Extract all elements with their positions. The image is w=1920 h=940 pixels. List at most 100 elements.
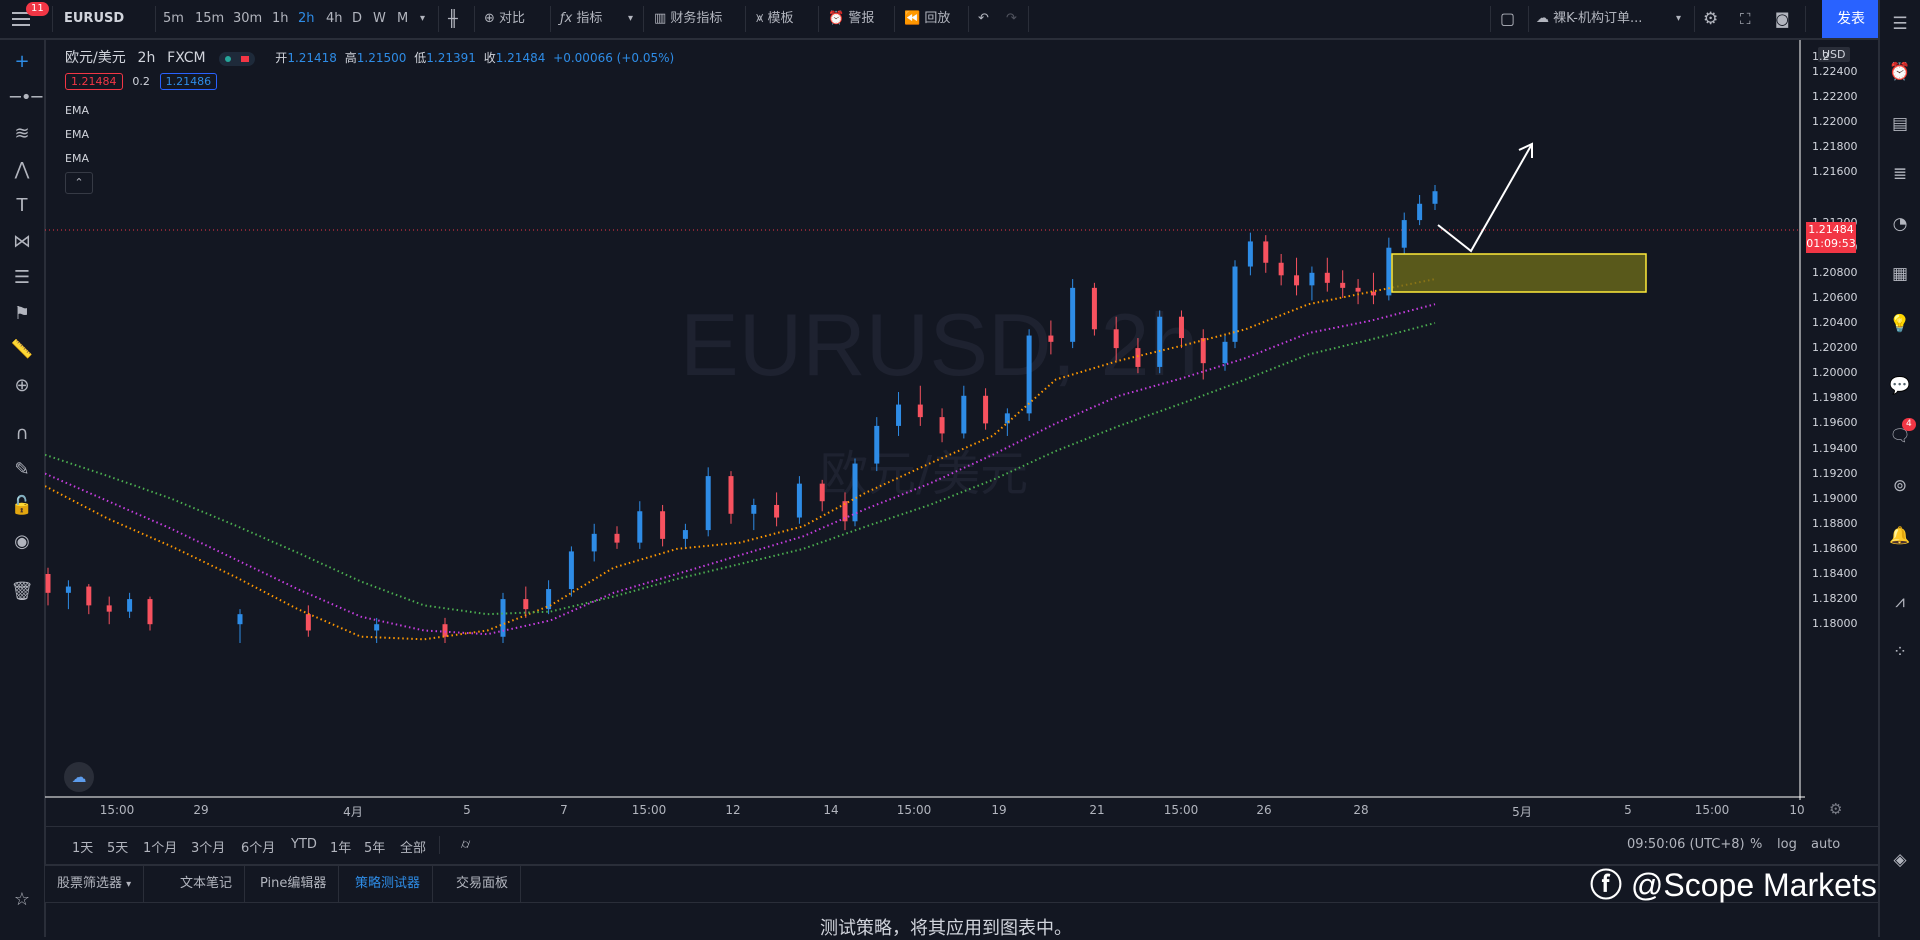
symbol-search-button[interactable]: EURUSD: [64, 11, 125, 26]
alarm-clock-icon[interactable]: ⏰: [1889, 62, 1911, 82]
financials-button[interactable]: ▥ 财务指标: [654, 0, 722, 38]
range-1y[interactable]: 1年: [330, 841, 352, 856]
candle-body: [842, 501, 848, 522]
fullscreen-icon[interactable]: ⛶: [1740, 10, 1751, 28]
trend-line-icon[interactable]: ─•─: [10, 87, 43, 108]
xabcd-pattern-icon[interactable]: ⋈: [13, 231, 31, 252]
crosshair-icon[interactable]: +: [14, 51, 30, 72]
undo-icon[interactable]: ↶: [978, 11, 989, 26]
candle-style-icon[interactable]: ╫: [448, 9, 458, 28]
candle-body: [1386, 247, 1392, 296]
dom-icon[interactable]: ⁘: [1892, 642, 1908, 662]
range-6m[interactable]: 6个月: [241, 841, 276, 856]
trading-icon[interactable]: ⩘: [1895, 592, 1905, 612]
indicator-ema-1[interactable]: EMA: [65, 104, 89, 117]
indicators-button[interactable]: ƒx 指标: [560, 0, 602, 38]
data-window-icon[interactable]: ≣: [1892, 164, 1908, 184]
clock-display[interactable]: 09:50:06 (UTC+8): [1627, 837, 1745, 852]
forecast-arrow[interactable]: [1437, 143, 1533, 253]
ruler-icon[interactable]: 📏: [10, 339, 34, 360]
currency-label[interactable]: USD: [1818, 47, 1850, 62]
trash-icon[interactable]: 🗑: [10, 581, 34, 602]
ideas-icon[interactable]: 💡: [1889, 314, 1911, 334]
chevron-down-icon[interactable]: ▾: [420, 13, 426, 24]
buy-price[interactable]: 1.21486: [159, 73, 218, 90]
interval-d[interactable]: D: [352, 11, 363, 26]
watchlist-icon[interactable]: ☰: [1892, 14, 1908, 34]
range-3m[interactable]: 3个月: [191, 841, 226, 856]
candle-body: [751, 504, 757, 514]
layout-name-button[interactable]: ☁ 裸K-机构订单...: [1536, 0, 1642, 38]
messages-icon[interactable]: 🗨 4: [1888, 418, 1916, 448]
interval-4h[interactable]: 4h: [326, 11, 343, 26]
prediction-tool-icon[interactable]: ☰: [13, 267, 31, 288]
notifications-icon[interactable]: 🔔: [1889, 526, 1911, 546]
range-1m[interactable]: 1个月: [143, 841, 178, 856]
range-ytd[interactable]: YTD: [291, 837, 317, 852]
tab-pine-editor[interactable]: Pine编辑器: [248, 866, 340, 902]
tab-text-notes[interactable]: 文本笔记: [168, 866, 246, 902]
icons-tool-icon[interactable]: ⚑: [13, 303, 31, 324]
notification-badge: 11: [26, 2, 49, 16]
compare-button[interactable]: ⊕ 对比: [484, 0, 525, 38]
redo-icon[interactable]: ↷: [1006, 11, 1017, 26]
text-tool-icon[interactable]: T: [16, 195, 28, 216]
range-all[interactable]: 全部: [400, 841, 427, 856]
fib-tool-icon[interactable]: ≋: [14, 123, 30, 144]
tab-stock-screener[interactable]: 股票筛选器 ▾: [45, 866, 145, 902]
collapse-legend-icon[interactable]: ⌃: [65, 172, 93, 194]
chevron-down-icon[interactable]: ▾: [1676, 13, 1682, 24]
interval-m[interactable]: M: [397, 11, 409, 26]
hotlist-icon[interactable]: ◔: [1892, 214, 1908, 234]
replay-button[interactable]: ⏪ 回放: [904, 0, 950, 38]
lock-icon[interactable]: 🔓: [10, 495, 34, 516]
camera-icon[interactable]: ◙: [1775, 10, 1790, 28]
interval-2h[interactable]: 2h: [298, 11, 315, 26]
news-icon[interactable]: ▤: [1891, 114, 1909, 134]
price-chart[interactable]: EURUSD, 2h 欧元/美元: [45, 40, 1805, 824]
chart-watermark-symbol: EURUSD, 2h: [680, 295, 1198, 394]
interval-30m[interactable]: 30m: [233, 11, 263, 26]
interval-5m[interactable]: 5m: [163, 11, 184, 26]
interval-1h[interactable]: 1h: [272, 11, 289, 26]
gear-icon[interactable]: ⚙: [1703, 9, 1719, 29]
market-status-icon[interactable]: [219, 51, 256, 66]
range-5d[interactable]: 5天: [107, 841, 129, 856]
menu-icon[interactable]: 11: [12, 2, 49, 30]
supply-zone-rectangle[interactable]: [1391, 253, 1647, 293]
sell-price[interactable]: 1.21484: [65, 73, 123, 90]
alert-button[interactable]: ⏰ 警报: [828, 0, 874, 38]
indicator-ema-3[interactable]: EMA: [65, 152, 89, 165]
interval-w[interactable]: W: [373, 11, 386, 26]
pattern-tool-icon[interactable]: ⋀: [14, 159, 30, 180]
magnet-icon[interactable]: ∩: [15, 423, 29, 444]
tab-trading-panel[interactable]: 交易面板: [444, 866, 522, 902]
range-5y[interactable]: 5年: [364, 841, 386, 856]
layers-icon[interactable]: ◈: [1893, 850, 1907, 870]
percent-toggle[interactable]: %: [1750, 837, 1763, 852]
publish-button[interactable]: 发表: [1822, 0, 1880, 38]
layout-select-icon[interactable]: ▢: [1500, 9, 1516, 28]
streams-icon[interactable]: ⊚: [1892, 476, 1908, 496]
legend-title[interactable]: 欧元/美元: [65, 50, 126, 66]
eye-icon[interactable]: ◉: [14, 531, 30, 552]
auto-toggle[interactable]: auto: [1811, 837, 1841, 852]
star-icon[interactable]: ☆: [13, 889, 31, 910]
time-tick: 12: [725, 803, 741, 817]
candle-body: [728, 476, 734, 514]
interval-15m[interactable]: 15m: [195, 11, 225, 26]
go-to-date-icon[interactable]: ⌭: [461, 837, 471, 852]
tab-strategy-tester[interactable]: 策略测试器: [343, 866, 434, 902]
chevron-down-icon[interactable]: ▾: [628, 13, 634, 24]
templates-button[interactable]: ⩙ 模板: [756, 0, 793, 38]
range-1d[interactable]: 1天: [72, 841, 94, 856]
zoom-in-icon[interactable]: ⊕: [14, 375, 30, 396]
calendar-icon[interactable]: ▦: [1891, 264, 1909, 284]
price-tick: 1.20600: [1812, 290, 1858, 304]
axis-settings-icon[interactable]: ⚙: [1829, 800, 1843, 818]
log-toggle[interactable]: log: [1777, 837, 1797, 852]
chat-icon[interactable]: 💬: [1889, 376, 1911, 396]
stay-in-drawing-icon[interactable]: ✎: [14, 459, 30, 480]
indicator-ema-2[interactable]: EMA: [65, 128, 89, 141]
candle-body: [1263, 241, 1269, 263]
